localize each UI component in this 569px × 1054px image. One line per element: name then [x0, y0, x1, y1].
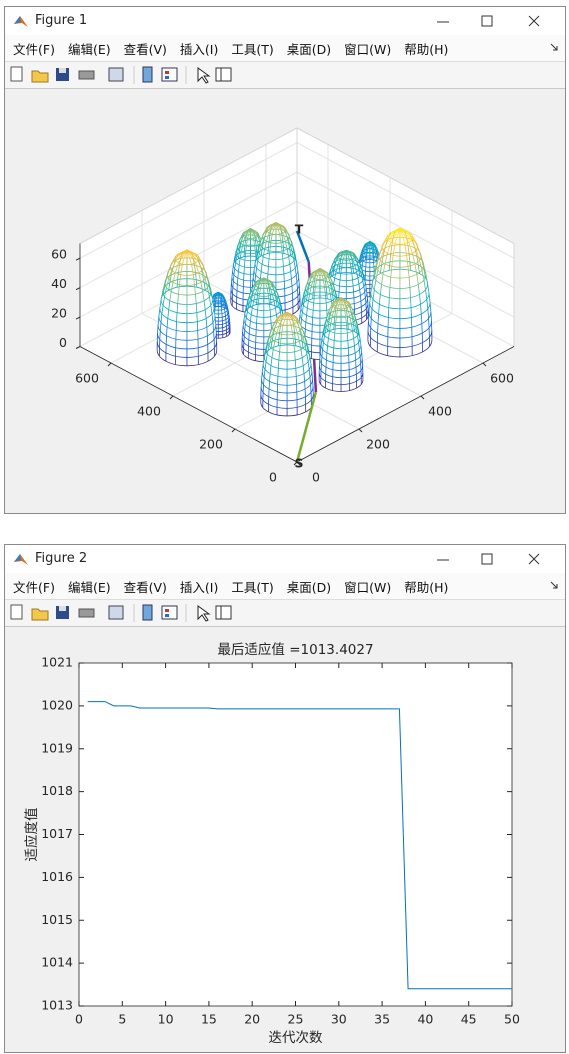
- menu-item[interactable]: 帮助(H): [404, 41, 449, 57]
- menu-item[interactable]: 工具(T): [231, 579, 274, 595]
- window-controls[interactable]: [425, 7, 565, 35]
- menu-item[interactable]: 桌面(D): [286, 41, 332, 57]
- window-controls[interactable]: [425, 545, 565, 573]
- toolbar: [5, 599, 565, 627]
- figure-window: Figure 1 文件(F) 编辑(E) 查看(V) 插入(I) 工具(T) 桌面(D) 窗…: [4, 6, 566, 514]
- menu-item[interactable]: 文件(F): [13, 579, 55, 595]
- menu-item[interactable]: 帮助(H): [404, 579, 449, 595]
- title-bar: Figure 1: [5, 7, 565, 35]
- menu-item[interactable]: 插入(I): [179, 41, 219, 57]
- menu-item[interactable]: 工具(T): [231, 41, 274, 57]
- app-icon: [14, 16, 28, 27]
- toolbar: [5, 61, 565, 89]
- menu-item[interactable]: 编辑(E): [67, 41, 111, 57]
- figure-window: Figure 2 文件(F) 编辑(E) 查看(V) 插入(I) 工具(T) 桌面(D) 窗…: [4, 544, 566, 1053]
- menu-item[interactable]: 查看(V): [123, 41, 167, 57]
- menu-arrow[interactable]: [549, 580, 559, 590]
- menu-arrow[interactable]: [549, 42, 559, 52]
- menu-bar: 文件(F) 编辑(E) 查看(V) 插入(I) 工具(T) 桌面(D) 窗口(W) 帮助(H): [5, 35, 565, 61]
- menu-item[interactable]: 查看(V): [123, 579, 167, 595]
- app-icon: [14, 554, 28, 565]
- menu-item[interactable]: 文件(F): [13, 41, 55, 57]
- toolbar-icons[interactable]: [5, 600, 245, 626]
- menu-item[interactable]: 桌面(D): [286, 579, 332, 595]
- menu-item[interactable]: 窗口(W): [344, 579, 392, 595]
- toolbar-icons[interactable]: [5, 62, 245, 88]
- menu-item[interactable]: 编辑(E): [67, 579, 111, 595]
- menu-item[interactable]: 插入(I): [179, 579, 219, 595]
- menu-item[interactable]: 窗口(W): [344, 41, 392, 57]
- window-title: Figure 2: [35, 551, 88, 566]
- window-title: Figure 1: [35, 13, 88, 28]
- title-bar: Figure 2: [5, 545, 565, 573]
- menu-bar: 文件(F) 编辑(E) 查看(V) 插入(I) 工具(T) 桌面(D) 窗口(W) 帮助(H): [5, 573, 565, 599]
